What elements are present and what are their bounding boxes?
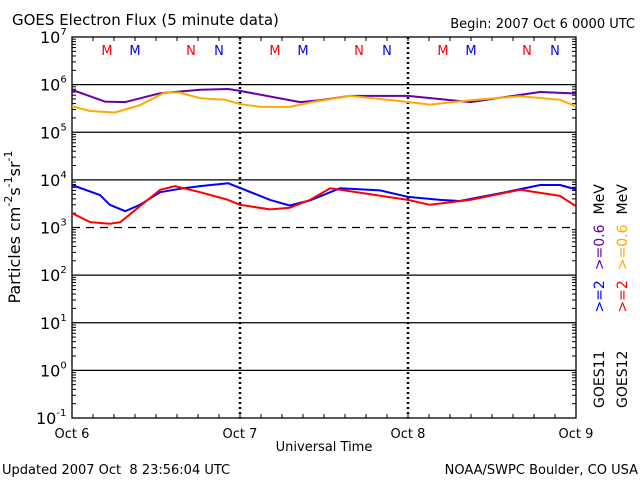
series-line-goes11-2-mev — [71, 182, 577, 213]
legend-entry: >=0.6 — [592, 224, 608, 270]
legend-unit: MeV — [592, 184, 608, 215]
y-tick-base: 10 — [40, 314, 60, 333]
y-tick-label: 101 — [40, 313, 67, 333]
x-tick-label: Oct 6 — [55, 427, 90, 442]
ylabel-exponent: -1 — [2, 150, 15, 161]
orbit-marker: M — [297, 44, 308, 59]
y-tick-label: 102 — [40, 265, 67, 285]
y-tick-exponent: 0 — [60, 360, 66, 371]
y-tick-label: 106 — [40, 75, 67, 95]
orbit-marker: N — [186, 44, 196, 59]
orbit-marker: N — [382, 44, 392, 59]
orbit-marker: M — [101, 44, 112, 59]
series-line-goes12-2-mev — [71, 185, 577, 225]
y-tick-base: 10 — [40, 171, 60, 190]
orbit-marker: N — [354, 44, 364, 59]
y-tick-base: 10 — [40, 76, 60, 95]
legend-unit: MeV — [615, 184, 631, 215]
y-tick-label: 104 — [40, 170, 67, 190]
orbit-marker: N — [522, 44, 532, 59]
x-tick-label: Oct 8 — [391, 427, 426, 442]
plot-area: Oct 6 Oct 7 Oct 8 Oct 910710610510410310210… — [36, 27, 593, 442]
orbit-marker: M — [437, 44, 448, 59]
x-tick-label: Oct 9 — [559, 427, 594, 442]
ylabel-exponent: -2 — [2, 196, 15, 207]
y-tick-exponent: 2 — [60, 265, 66, 276]
legend-satellite: GOES12 — [615, 351, 631, 408]
y-tick-label: 103 — [40, 218, 67, 238]
legend-entry: >=0.6 — [615, 224, 631, 270]
x-axis-label: Universal Time — [276, 440, 373, 455]
y-tick-base: 10 — [40, 219, 60, 238]
ylabel-exponent: -1 — [2, 176, 15, 187]
orbit-marker: M — [465, 44, 476, 59]
data-source: NOAA/SWPC Boulder, CO USA — [445, 463, 638, 478]
y-tick-base: 10 — [40, 28, 60, 47]
y-tick-exponent: 6 — [60, 75, 66, 86]
series-line-goes12-0-6-mev — [71, 91, 577, 114]
legend-satellite: GOES11 — [592, 351, 608, 408]
orbit-marker: N — [550, 44, 560, 59]
chart-title: GOES Electron Flux (5 minute data) — [12, 11, 279, 29]
legend-column-goes11: GOES11 >=2 >=0.6 MeV — [592, 184, 608, 408]
ylabel-part: Particles cm — [5, 207, 24, 304]
y-tick-label: 107 — [40, 27, 67, 47]
orbit-marker: M — [269, 44, 280, 59]
x-tick-label: Oct 7 — [223, 427, 258, 442]
y-tick-base: 10 — [40, 123, 60, 142]
y-tick-base: 10 — [40, 266, 60, 285]
y-tick-exponent: 7 — [60, 27, 66, 38]
legend-column-goes12: GOES12 >=2 >=0.6 MeV — [615, 184, 631, 408]
legend: GOES11 >=2 >=0.6 MeV GOES12 >=2 >=0.6 MeV — [592, 184, 631, 408]
y-tick-label: 105 — [40, 122, 67, 142]
updated-timestamp: Updated 2007 Oct 8 23:56:04 UTC — [2, 463, 230, 478]
y-tick-base: 10 — [36, 409, 56, 428]
orbit-marker: M — [129, 44, 140, 59]
y-tick-label: 100 — [40, 360, 67, 380]
y-tick-label: 10-1 — [36, 408, 66, 428]
orbit-marker: N — [214, 44, 224, 59]
y-tick-base: 10 — [40, 361, 60, 380]
y-tick-exponent: 4 — [60, 170, 66, 181]
ylabel-part: s — [5, 187, 24, 195]
begin-label: Begin: 2007 Oct 6 0000 UTC — [450, 17, 635, 32]
legend-entry: >=2 — [592, 280, 608, 312]
y-tick-exponent: -1 — [56, 408, 66, 419]
y-tick-exponent: 1 — [60, 313, 66, 324]
y-tick-exponent: 5 — [60, 122, 66, 133]
legend-entry: >=2 — [615, 280, 631, 312]
y-tick-exponent: 3 — [60, 218, 66, 229]
ylabel-part: sr — [5, 161, 24, 176]
plot-frame — [71, 36, 577, 419]
y-axis-label: Particles cm-2s-1sr-1 — [2, 150, 24, 303]
